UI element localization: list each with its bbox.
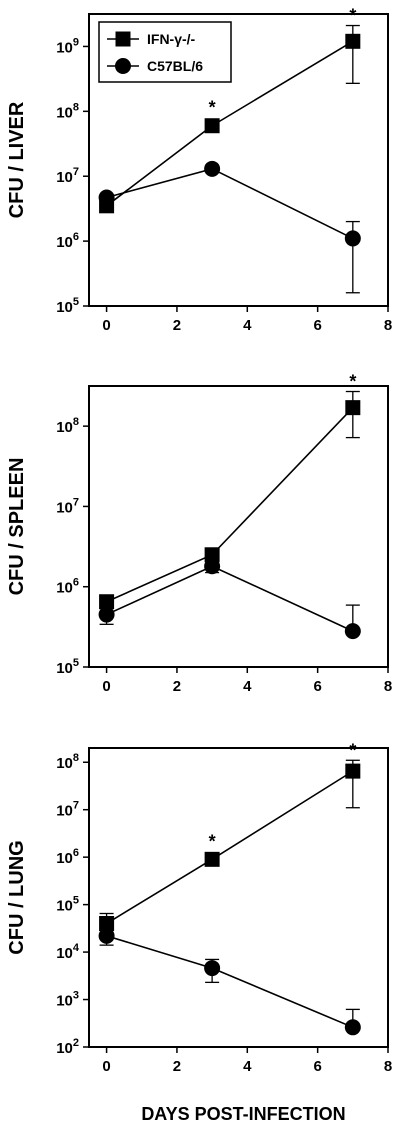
data-point bbox=[204, 851, 220, 867]
series-line bbox=[106, 565, 354, 632]
data-point bbox=[344, 623, 361, 640]
y-tick-label: 106 bbox=[56, 847, 79, 867]
data-point bbox=[344, 230, 361, 247]
x-axis-title: DAYS POST-INFECTION bbox=[141, 1104, 345, 1124]
y-tick-label: 109 bbox=[56, 36, 79, 56]
x-tick-label: 6 bbox=[313, 678, 321, 695]
series-c57bl6 bbox=[98, 927, 361, 1036]
series-c57bl6 bbox=[98, 160, 361, 294]
x-tick-label: 6 bbox=[313, 1058, 321, 1075]
y-tick-label: 104 bbox=[56, 942, 80, 962]
data-point bbox=[204, 558, 221, 575]
data-point bbox=[204, 547, 220, 563]
data-point bbox=[204, 160, 221, 177]
x-tick-label: 6 bbox=[313, 317, 321, 334]
panel-lung: 0 2 4 6 8 102 103 104 105 106 107 108 CFU / LUNG DAYS… bbox=[6, 740, 392, 1124]
x-tick-label: 0 bbox=[102, 317, 110, 334]
plot-frame bbox=[88, 13, 389, 307]
legend-label: C57BL/6 bbox=[147, 58, 203, 74]
legend-label: IFN-γ-/- bbox=[147, 31, 196, 47]
legend-marker bbox=[115, 31, 131, 47]
significance-star: * bbox=[349, 372, 356, 392]
series-ifn-ko: ** bbox=[99, 740, 361, 932]
series-line bbox=[106, 935, 354, 1029]
data-point bbox=[345, 400, 361, 416]
data-point bbox=[204, 118, 220, 134]
significance-star: * bbox=[349, 740, 356, 760]
series-ifn-ko: * bbox=[99, 372, 361, 610]
panel-liver: 0 2 4 6 8 105 106 107 108 109 CFU / LIVER * * IFN-γ-/… bbox=[6, 6, 392, 334]
data-point bbox=[99, 916, 115, 932]
data-point bbox=[345, 33, 361, 49]
y-axis-title: CFU / SPLEEN bbox=[6, 458, 28, 596]
series-c57bl6 bbox=[98, 558, 361, 640]
data-point bbox=[204, 960, 221, 977]
y-tick-label: 107 bbox=[56, 800, 79, 820]
data-point bbox=[98, 927, 115, 944]
legend-marker bbox=[115, 58, 131, 74]
significance-star: * bbox=[209, 831, 216, 851]
y-tick-label: 105 bbox=[56, 657, 79, 677]
x-tick-label: 2 bbox=[173, 678, 181, 695]
y-tick-label: 107 bbox=[56, 496, 79, 516]
series-line bbox=[106, 770, 354, 925]
y-tick-label: 107 bbox=[56, 166, 79, 186]
y-tick-label: 106 bbox=[56, 577, 79, 597]
data-point bbox=[344, 1019, 361, 1036]
series-line bbox=[106, 167, 354, 240]
data-point bbox=[98, 606, 115, 623]
x-tick-label: 2 bbox=[173, 317, 181, 334]
y-axis-title: CFU / LIVER bbox=[6, 101, 28, 218]
y-tick-label: 105 bbox=[56, 296, 79, 316]
legend: IFN-γ-/- C57BL/6 bbox=[98, 21, 232, 83]
y-tick-label: 108 bbox=[56, 752, 79, 772]
significance-star: * bbox=[209, 98, 216, 118]
plot-frame bbox=[88, 385, 389, 668]
x-tick-label: 0 bbox=[102, 1058, 110, 1075]
x-tick-label: 4 bbox=[243, 317, 252, 334]
plot-frame bbox=[88, 747, 389, 1048]
y-axis-title: CFU / LUNG bbox=[6, 840, 28, 954]
x-tick-label: 2 bbox=[173, 1058, 181, 1075]
x-tick-label: 8 bbox=[384, 317, 392, 334]
y-tick-label: 108 bbox=[56, 101, 79, 121]
panel-spleen: 0 2 4 6 8 105 106 107 108 CFU / SPLEEN * bbox=[6, 372, 392, 695]
data-point bbox=[99, 594, 115, 610]
x-tick-label: 4 bbox=[243, 1058, 252, 1075]
x-tick-label: 8 bbox=[384, 1058, 392, 1075]
series-line bbox=[106, 407, 354, 603]
y-tick-label: 106 bbox=[56, 231, 79, 251]
data-point bbox=[98, 189, 115, 206]
y-tick-label: 103 bbox=[56, 990, 79, 1010]
x-tick-label: 8 bbox=[384, 678, 392, 695]
significance-star: * bbox=[349, 6, 356, 26]
y-tick-label: 105 bbox=[56, 895, 79, 915]
y-tick-label: 108 bbox=[56, 416, 79, 436]
y-tick-label: 102 bbox=[56, 1037, 79, 1057]
x-tick-label: 0 bbox=[102, 678, 110, 695]
data-point bbox=[345, 763, 361, 779]
x-tick-label: 4 bbox=[243, 678, 252, 695]
